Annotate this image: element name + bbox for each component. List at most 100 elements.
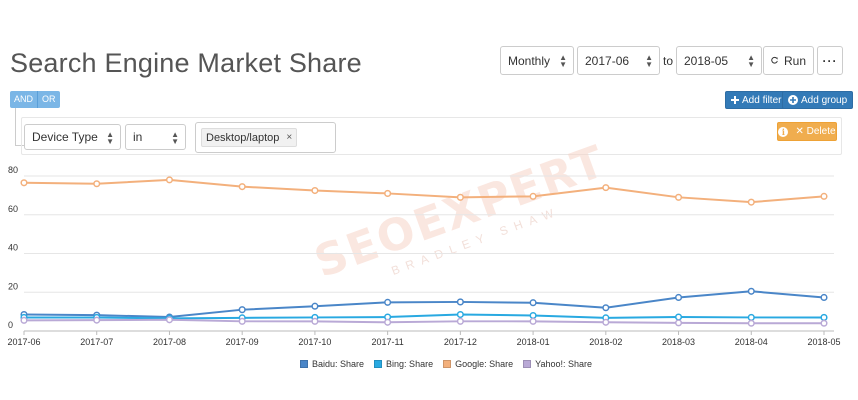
data-point [20,316,28,324]
legend-item[interactable]: Google: Share [443,359,513,369]
data-point [674,293,683,302]
data-point [311,302,319,310]
y-tick-label: 40 [8,243,18,253]
and-or-toggle: AND OR [10,91,60,108]
x-tick-label: 2017-11 [371,337,403,347]
tag-remove-icon[interactable]: × [286,132,293,143]
legend-item[interactable]: Bing: Share [374,359,433,369]
field-select[interactable]: Device Type ▲ ▼ [24,124,121,150]
run-button[interactable]: Run [763,46,814,75]
x-tick-label: 2017-08 [153,337,186,347]
x-tick-label: 2017-10 [298,337,331,347]
series-line-1 [24,313,824,320]
data-point [820,313,828,321]
x-tick-label: 2018-04 [735,337,768,347]
legend-item[interactable]: Baidu: Share [300,359,364,369]
date-to-value: 2018-05 [684,53,729,68]
data-point [529,311,537,320]
legend-label: Yahoo!: Share [535,359,592,369]
data-point [747,313,755,321]
page-title: Search Engine Market Share [10,48,362,78]
and-button[interactable]: AND [10,91,38,108]
add-group-button[interactable]: Add group [782,91,854,109]
data-point [93,180,101,188]
data-point [747,287,755,295]
date-to-select[interactable]: 2018-05 ▲ ▼ [676,46,762,75]
legend-label: Google: Share [455,359,514,369]
select-arrows-icon: ▲ ▼ [171,130,179,146]
plus-icon [731,96,739,104]
data-point [384,318,392,326]
data-point [238,306,246,314]
series-line-3 [23,318,824,325]
filter-rule-panel [21,117,842,155]
legend-swatch [523,360,532,368]
data-point [165,176,174,184]
data-point [820,192,828,200]
add-filter-label: Add filter [742,94,782,106]
legend-label: Bing: Share [386,359,434,369]
series-line-0 [23,290,825,319]
market-share-chart: 0 20 40 60 80 2017-06 2017-07 2017-08 2017-09 201… [7,165,840,347]
y-tick-label: 0 [8,320,13,330]
or-button[interactable]: OR [37,91,60,108]
y-tick-label: 60 [8,204,18,214]
interval-select-value: Monthly [508,53,551,68]
select-arrows-icon: ▲ ▼ [645,53,653,69]
data-point [20,179,28,187]
data-point [674,193,683,201]
data-point [529,299,537,307]
data-point [529,317,537,325]
legend-label: Baidu: Share [312,359,365,369]
rule-tree-line [15,108,16,146]
legend-swatch [300,360,308,368]
refresh-icon [771,56,778,64]
y-tick-label: 80 [8,165,18,175]
x-tick-label: 2018-02 [589,337,622,347]
x-tick-label: 2018-01 [517,337,550,347]
data-point [93,316,101,324]
operator-select[interactable]: in ▲ ▼ [125,124,186,150]
add-group-label: Add group [801,94,848,106]
y-tick-label: 20 [8,281,18,291]
more-icon: ··· [822,53,838,68]
data-point [674,319,683,327]
data-point [238,317,246,325]
interval-select[interactable]: Monthly ▲ ▼ [500,46,574,75]
data-point [456,310,464,319]
x-tick-label: 2017-09 [226,337,259,347]
select-arrows-icon: ▲ ▼ [747,53,755,69]
legend-item[interactable]: Yahoo!: Share [523,359,592,369]
plus-circle-icon [788,95,798,105]
date-from-value: 2017-06 [585,53,630,68]
legend-swatch [374,360,383,368]
data-point [384,189,392,197]
info-icon: i [778,126,789,137]
value-tag: Desktop/laptop × [201,128,298,147]
data-point [820,319,828,327]
data-point [529,192,537,200]
delete-rule-button[interactable]: i ✕ Delete [777,122,837,141]
date-from-select[interactable]: 2017-06 ▲ ▼ [577,46,660,75]
data-point [602,184,610,192]
value-tag-label: Desktop/laptop [206,131,280,144]
x-tick-label: 2017-12 [444,337,477,347]
data-point [311,317,319,325]
to-label: to [663,54,674,68]
x-tick-label: 2018-05 [807,337,840,347]
data-point [456,193,464,201]
more-options-button[interactable]: ··· [817,46,843,75]
x-tick-label: 2017-06 [7,337,40,347]
data-point [674,313,683,321]
data-point [602,318,610,326]
data-point [820,293,828,302]
add-filter-button[interactable]: Add filter [725,91,788,109]
select-arrows-icon: ▲ ▼ [106,130,114,146]
delete-label: ✕ Delete [795,126,836,137]
data-point [602,304,610,312]
field-select-value: Device Type [32,130,98,144]
value-tag-input[interactable]: Desktop/laptop × [195,122,336,153]
series-line-2 [23,178,825,204]
data-point [238,183,246,191]
data-point [747,319,755,327]
